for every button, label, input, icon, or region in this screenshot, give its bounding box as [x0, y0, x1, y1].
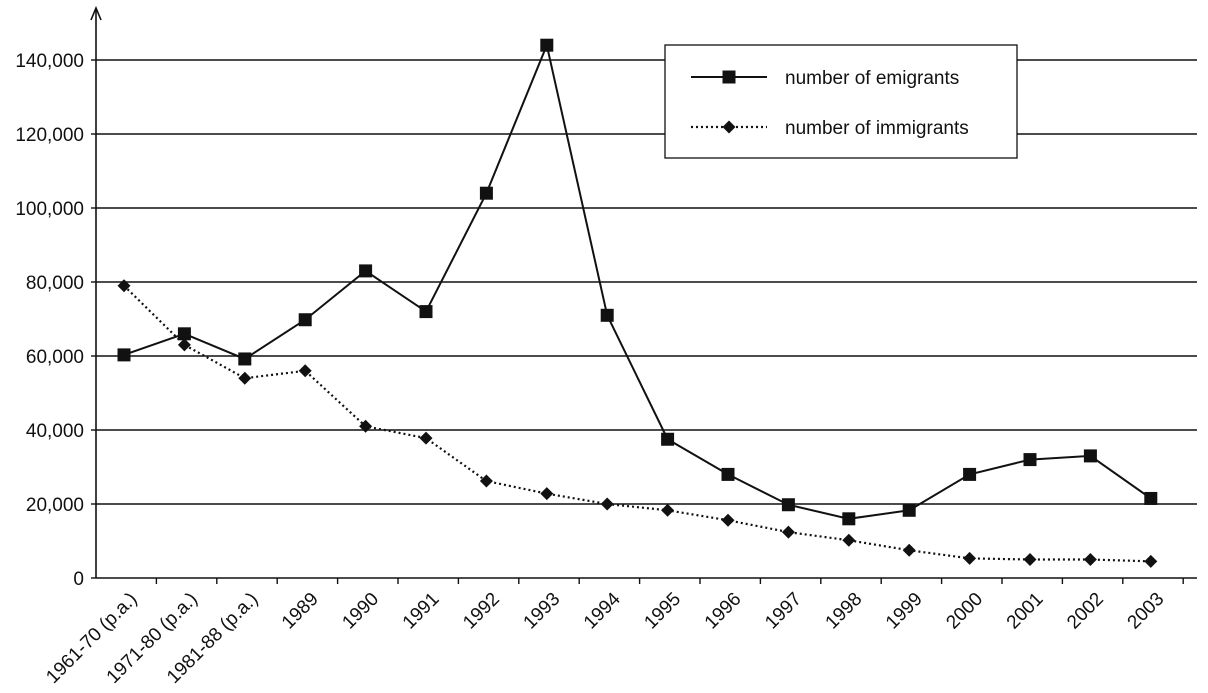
x-tick-label: 2000: [942, 589, 987, 634]
data-point: [902, 543, 916, 557]
x-axis-ticks: 1961-70 (p.a.)1971-80 (p.a.)1981-88 (p.a…: [42, 578, 1184, 688]
y-axis-arrow: [90, 5, 102, 21]
legend-marker: [722, 70, 736, 84]
y-tick-label: 40,000: [26, 421, 84, 442]
data-point: [479, 186, 493, 200]
data-point: [298, 313, 312, 327]
x-tick-label: 1994: [580, 588, 625, 633]
data-point: [479, 474, 493, 488]
data-point: [661, 503, 675, 517]
data-point: [359, 419, 373, 433]
data-point: [238, 371, 252, 385]
data-point: [721, 513, 735, 527]
x-tick-label: 1991: [399, 589, 444, 634]
legend-marker: [722, 120, 736, 134]
legend: number of emigrants number of immigrants: [664, 44, 1018, 159]
x-tick-label: 1996: [701, 589, 746, 634]
series-emigrants: [117, 38, 1158, 526]
x-tick-label: 1993: [520, 589, 565, 634]
x-tick-label: 1990: [338, 589, 383, 634]
data-point: [1144, 554, 1158, 568]
x-tick-label: 1997: [761, 589, 806, 634]
data-point: [1144, 491, 1158, 505]
data-point: [661, 432, 675, 446]
data-series: [117, 38, 1158, 568]
x-tick-label: 1999: [882, 589, 927, 634]
data-point: [842, 512, 856, 526]
data-point: [359, 264, 373, 278]
data-point: [842, 533, 856, 547]
x-tick-label: 2003: [1124, 589, 1169, 634]
data-point: [117, 279, 131, 293]
y-tick-label: 0: [73, 569, 84, 590]
data-point: [419, 431, 433, 445]
data-point: [177, 327, 191, 341]
data-point: [963, 551, 977, 565]
y-tick-label: 100,000: [15, 199, 84, 220]
data-point: [540, 38, 554, 52]
legend-label: number of immigrants: [785, 118, 969, 139]
data-point: [1083, 449, 1097, 463]
x-tick-label: 1989: [278, 589, 323, 634]
series-line: [123, 41, 1152, 520]
axes: [90, 5, 1197, 579]
data-point: [721, 467, 735, 481]
data-point: [781, 498, 795, 512]
y-tick-label: 120,000: [15, 125, 84, 146]
x-tick-label: 2002: [1063, 589, 1108, 634]
legend-label: number of emigrants: [785, 68, 959, 89]
x-tick-label: 1995: [640, 589, 685, 634]
data-point: [1023, 453, 1037, 467]
y-tick-label: 140,000: [15, 51, 84, 72]
data-point: [781, 525, 795, 539]
legend-box: [664, 44, 1018, 159]
y-tick-label: 80,000: [26, 273, 84, 294]
data-point: [600, 308, 614, 322]
data-point: [1023, 553, 1037, 566]
data-point: [963, 467, 977, 481]
y-tick-label: 20,000: [26, 495, 84, 516]
x-tick-label: 1992: [459, 589, 504, 634]
data-point: [540, 487, 554, 501]
data-point: [902, 503, 916, 517]
series-line: [123, 284, 1151, 563]
y-tick-label: 60,000: [26, 347, 84, 368]
data-point: [298, 364, 312, 378]
y-axis-ticks: 0 20,000 40,000 60,000 80,000 100,000 120,000 1…: [15, 51, 96, 590]
series-immigrants: [117, 279, 1158, 568]
gridlines: [96, 59, 1197, 505]
x-tick-label: 2001: [1003, 589, 1048, 634]
data-point: [419, 305, 433, 319]
data-point: [1083, 553, 1097, 566]
data-point: [177, 338, 191, 352]
data-point: [600, 497, 614, 511]
data-point: [238, 352, 252, 366]
data-point: [117, 348, 131, 362]
x-tick-label: 1998: [822, 589, 867, 634]
